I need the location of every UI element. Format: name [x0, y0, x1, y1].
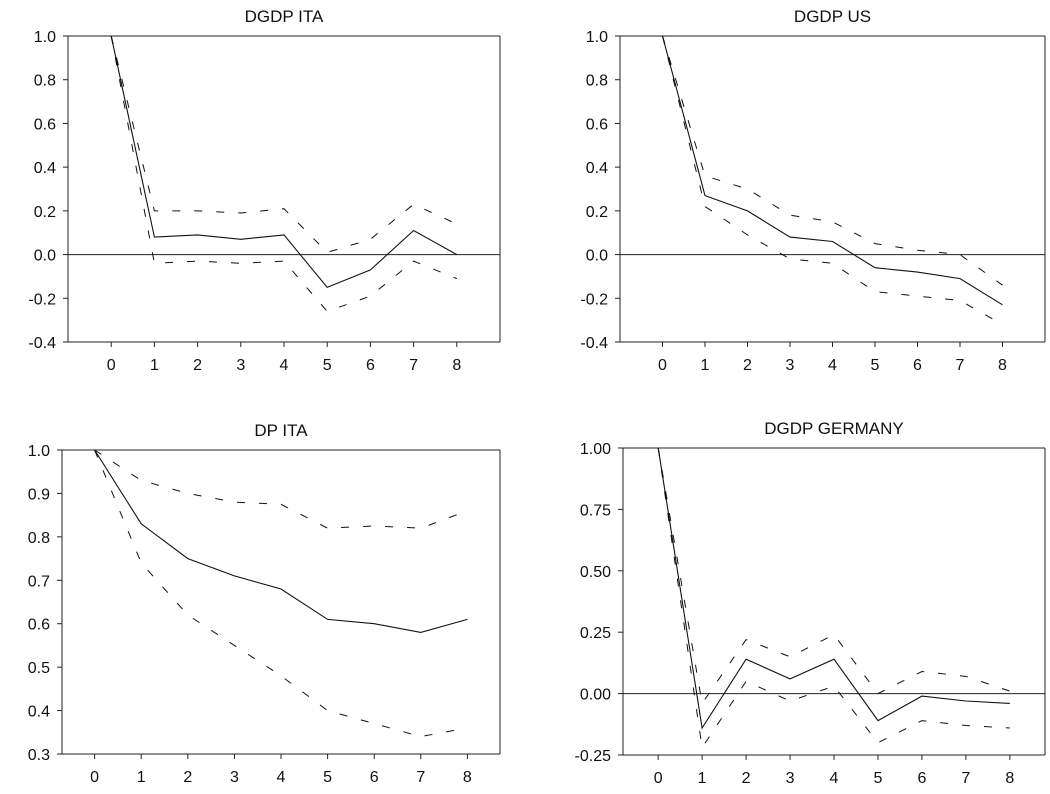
x-tick-label: 6: [370, 769, 379, 786]
x-tick-label: 2: [742, 770, 751, 787]
chart-title: DP ITA: [254, 421, 308, 440]
series-line-estimate: [94, 449, 468, 633]
series-line-lower-band: [110, 35, 457, 312]
x-tick-label: 8: [998, 357, 1007, 374]
x-tick-label: 1: [137, 769, 146, 786]
y-tick-label: 0.4: [34, 160, 56, 177]
y-tick-label: 0.6: [586, 116, 608, 133]
y-tick-label: 0.8: [34, 73, 56, 90]
x-tick-label: 3: [786, 770, 795, 787]
y-tick-label: 0.6: [28, 617, 50, 634]
y-tick-label: 0.2: [34, 204, 56, 221]
series-line-estimate: [110, 35, 458, 289]
chart-title: DGDP US: [794, 7, 871, 26]
series-line-estimate: [657, 447, 1010, 730]
series-line-estimate: [661, 35, 1003, 306]
y-tick-label: 0.2: [586, 204, 608, 221]
x-tick-label: 7: [961, 770, 970, 787]
y-tick-label: 0.5: [28, 660, 50, 677]
chart-panel-dgdp-us: DGDP US 1.0 0.8 0.6 0.4 0.2 0.0 -0.2 -0.4 0 1 2 3 4 5 6…: [530, 0, 1050, 385]
y-tick-label: 0.4: [28, 704, 50, 721]
x-tick-label: 1: [701, 357, 710, 374]
y-tick-label: -0.25: [575, 748, 612, 765]
chart-svg: DGDP GERMANY 1.00 0.75 0.50 0.25 0.00 -0.25 0 1 2…: [575, 419, 1046, 787]
y-tick-label: 1.0: [28, 443, 50, 460]
x-tick-label: 8: [1005, 770, 1014, 787]
series-line-upper-band: [110, 35, 458, 253]
x-tick-label: 0: [90, 769, 99, 786]
y-tick-label: -0.2: [580, 291, 608, 308]
x-tick-label: 3: [236, 357, 245, 374]
y-tick-label: 0.25: [580, 625, 611, 642]
x-tick-label: 8: [452, 357, 461, 374]
y-tick-label: 1.0: [586, 29, 608, 46]
series-line-lower-band: [662, 35, 1003, 325]
x-tick-label: 1: [150, 357, 159, 374]
x-tick-label: 6: [913, 357, 922, 374]
chart-svg: DGDP ITA 1.0 0.8 0.6 0.4 0.2 0.0 -0.2 -0.4 0 1 2 3 4 5…: [28, 7, 501, 374]
y-tick-label: 0.9: [28, 486, 50, 503]
x-tick-label: 3: [786, 357, 795, 374]
x-tick-label: 5: [874, 770, 883, 787]
x-tick-label: 5: [323, 769, 332, 786]
y-tick-label: 0.0: [586, 248, 608, 265]
y-tick-label: 0.00: [580, 687, 611, 704]
series-line-upper-band: [662, 35, 1003, 286]
chart-svg: DGDP US 1.0 0.8 0.6 0.4 0.2 0.0 -0.2 -0.4 0 1 2 3 4 5 6…: [580, 7, 1046, 374]
x-tick-label: 1: [698, 770, 707, 787]
x-tick-label: 0: [107, 357, 116, 374]
series-line-upper-band: [657, 447, 1010, 705]
x-tick-label: 5: [871, 357, 880, 374]
y-tick-label: 0.6: [34, 116, 56, 133]
y-tick-label: 1.0: [34, 29, 56, 46]
chart-title: DGDP ITA: [245, 7, 324, 26]
y-tick-label: 1.00: [580, 441, 611, 458]
y-tick-label: -0.4: [580, 335, 608, 352]
x-tick-label: 4: [828, 357, 837, 374]
y-tick-label: 0.8: [586, 73, 608, 90]
series-line-upper-band: [94, 449, 468, 529]
x-tick-label: 0: [658, 357, 667, 374]
chart-panel-dp-ita: DP ITA 1.0 0.9 0.8 0.7 0.6 0.5 0.4 0.3 0 1 2 3 4 5 6 7 8: [0, 412, 510, 794]
series-line-lower-band: [94, 449, 468, 738]
y-tick-label: 0.75: [580, 502, 611, 519]
y-tick-label: 0.0: [34, 248, 56, 265]
x-tick-label: 3: [230, 769, 239, 786]
y-tick-label: 0.7: [28, 573, 50, 590]
x-tick-label: 8: [463, 769, 472, 786]
chart-svg: DP ITA 1.0 0.9 0.8 0.7 0.6 0.5 0.4 0.3 0 1 2 3 4 5 6 7 8: [28, 421, 501, 786]
x-tick-label: 4: [280, 357, 289, 374]
series-line-lower-band: [657, 447, 1010, 749]
x-tick-label: 6: [917, 770, 926, 787]
x-tick-label: 2: [183, 769, 192, 786]
x-tick-label: 4: [277, 769, 286, 786]
x-tick-label: 4: [830, 770, 839, 787]
y-tick-label: 0.3: [28, 747, 50, 764]
y-tick-label: -0.4: [28, 335, 56, 352]
x-tick-label: 2: [193, 357, 202, 374]
y-tick-label: 0.50: [580, 564, 611, 581]
x-tick-label: 7: [409, 357, 418, 374]
x-tick-label: 0: [654, 770, 663, 787]
chart-panel-dgdp-ita: DGDP ITA 1.0 0.8 0.6 0.4 0.2 0.0 -0.2 -0.4 0 1 2 3 4 5…: [0, 0, 510, 385]
x-tick-label: 7: [956, 357, 965, 374]
y-tick-label: 0.8: [28, 530, 50, 547]
x-tick-label: 5: [323, 357, 332, 374]
chart-title: DGDP GERMANY: [764, 419, 904, 438]
chart-panel-dgdp-germany: DGDP GERMANY 1.00 0.75 0.50 0.25 0.00 -0.25 0 1 2…: [530, 412, 1050, 794]
x-tick-label: 7: [416, 769, 425, 786]
x-tick-label: 2: [743, 357, 752, 374]
y-tick-label: 0.4: [586, 160, 608, 177]
x-tick-label: 6: [366, 357, 375, 374]
y-tick-label: -0.2: [28, 291, 56, 308]
